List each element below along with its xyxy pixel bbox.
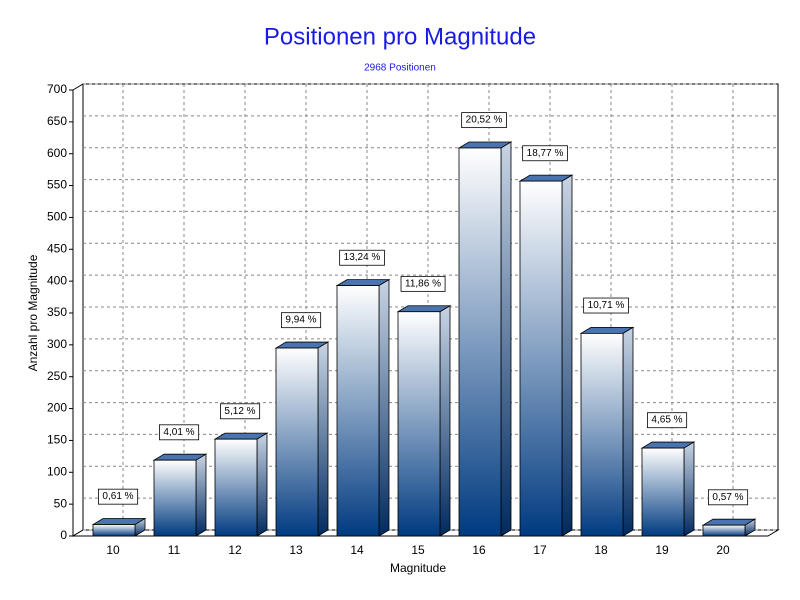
percent-label: 13,24 % (344, 252, 381, 263)
percent-label-box (647, 412, 688, 429)
y-tick-label: 700 (47, 82, 67, 96)
percent-label-box (98, 488, 139, 505)
percent-label: 4,01 % (163, 427, 194, 438)
y-axis-label: Anzahl pro Magnitude (26, 254, 40, 371)
y-tick-label: 300 (47, 337, 67, 351)
x-tick-label: 15 (411, 543, 425, 557)
bar-side (195, 453, 207, 537)
bar-side (561, 174, 573, 537)
bar-side (622, 326, 634, 537)
y-tick-label: 50 (54, 496, 68, 510)
x-tick-label: 18 (594, 543, 608, 557)
side-wall (72, 83, 84, 537)
y-tick-label: 200 (47, 401, 67, 415)
bar (336, 285, 380, 537)
percent-label-box (461, 112, 507, 129)
x-tick-label: 14 (350, 543, 364, 557)
y-tick-label: 500 (47, 210, 67, 224)
bar (92, 524, 136, 537)
x-tick-label: 12 (228, 543, 242, 557)
y-tick-label: 400 (47, 273, 67, 287)
x-tick-label: 10 (106, 543, 120, 557)
x-tick-label: 19 (655, 543, 669, 557)
bar (275, 347, 319, 537)
percent-label: 10,71 % (588, 300, 625, 311)
x-tick-label: 13 (289, 543, 303, 557)
y-tick-label: 150 (47, 433, 67, 447)
bar (580, 332, 624, 537)
percent-label-box (159, 424, 200, 441)
percent-label: 0,57 % (712, 492, 743, 503)
x-tick-label: 11 (168, 543, 181, 557)
bar (153, 459, 197, 537)
percent-label-box (708, 489, 749, 506)
y-tick-label: 0 (60, 528, 67, 542)
percent-label: 4,65 % (651, 415, 682, 426)
x-tick-label: 20 (716, 543, 730, 557)
percent-label-box (220, 403, 261, 420)
percent-label: 20,52 % (466, 115, 503, 126)
y-tick-label: 650 (47, 114, 67, 128)
bar-side (378, 278, 390, 537)
y-tick-label: 450 (47, 241, 67, 255)
x-tick-label: 16 (472, 543, 486, 557)
percent-label-box (400, 275, 446, 292)
bar (458, 147, 502, 537)
percent-label-box (281, 312, 322, 329)
y-tick-label: 100 (47, 464, 67, 478)
y-tick-label: 350 (47, 305, 67, 319)
chart-title: Positionen pro Magnitude (264, 23, 536, 50)
bar (519, 180, 563, 537)
bar-side (317, 341, 329, 537)
percent-label: 11,86 % (405, 278, 441, 289)
x-axis-label: Magnitude (390, 561, 446, 575)
percent-label: 5,12 % (224, 406, 255, 417)
bar-side (683, 441, 695, 537)
x-tick-label: 17 (533, 543, 547, 557)
bar-side (439, 305, 451, 537)
y-tick-label: 600 (47, 146, 67, 160)
chart-subtitle: 2968 Positionen (364, 63, 436, 74)
bar (214, 438, 258, 537)
percent-label-box (583, 297, 629, 314)
y-tick-label: 250 (47, 369, 67, 383)
percent-label: 0,61 % (102, 491, 133, 502)
percent-label-box (522, 145, 568, 162)
bar (641, 447, 685, 537)
percent-label-box (339, 249, 385, 266)
y-tick-label: 550 (47, 178, 67, 192)
bar-side (500, 141, 512, 537)
bar (397, 311, 441, 537)
bar (702, 524, 746, 537)
bar-side (256, 432, 268, 537)
percent-label: 18,77 % (527, 148, 564, 159)
percent-label: 9,94 % (285, 315, 316, 326)
